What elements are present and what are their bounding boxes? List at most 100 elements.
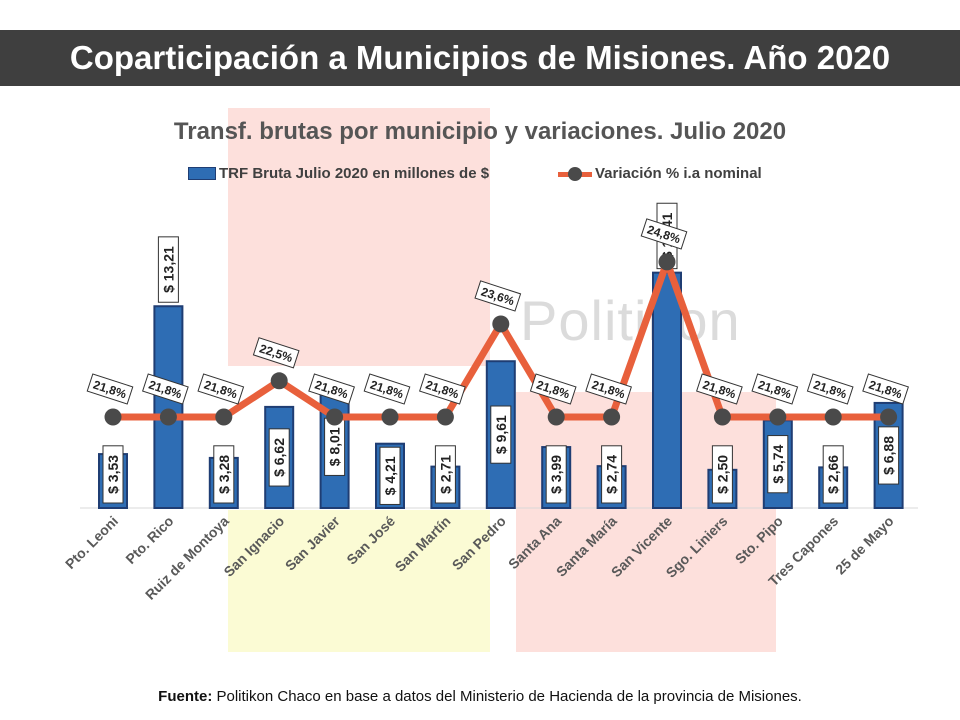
bar-label-text: $ 2,71 <box>437 455 453 494</box>
bar-label-box <box>268 428 290 487</box>
bar-label-7: $ 2,71 <box>434 445 456 504</box>
bar-label-text: $ 5,74 <box>770 444 786 483</box>
line-label-10: 21,8% <box>585 373 632 405</box>
legend-item-line: Variación % i.a nominal <box>558 165 762 182</box>
line-marker-5 <box>326 408 344 426</box>
source-label: Fuente: <box>158 688 213 705</box>
line-label-box <box>197 373 245 405</box>
bar-label-2: $ 13,21 <box>157 236 179 303</box>
line-marker-10 <box>603 408 621 426</box>
line-label-5: 21,8% <box>308 373 355 405</box>
legend-item-bars: TRF Bruta Julio 2020 en millones de $ <box>188 165 489 182</box>
bar-label-text: $ 9,61 <box>493 415 509 454</box>
bar-2 <box>153 305 184 510</box>
line-marker-8 <box>492 315 510 333</box>
bar-label-text: $ 8,01 <box>327 427 343 466</box>
category-label-1: Pto. Leoni <box>62 513 121 572</box>
line-label-2: 21,8% <box>142 373 189 405</box>
category-label-8: San Pedro <box>449 513 509 573</box>
line-label-box <box>585 373 632 405</box>
legend-line-swatch <box>558 166 592 181</box>
bar-label-4: $ 6,62 <box>268 428 290 487</box>
line-label-box <box>640 218 688 250</box>
bar-label-3: $ 3,28 <box>213 445 235 504</box>
line-marker-13 <box>769 408 787 426</box>
bar-11 <box>652 271 682 509</box>
bar-label-10: $ 2,74 <box>601 445 623 504</box>
bar-label-text: $ 2,74 <box>604 455 620 494</box>
bar-label-1: $ 3,53 <box>102 445 124 504</box>
bar-label-box <box>434 445 456 504</box>
line-label-1: 21,8% <box>86 373 134 405</box>
category-label-15: 25 de Mayo <box>832 513 897 578</box>
bar-label-text: $ 2,66 <box>825 455 841 494</box>
bar-label-text: $ 3,28 <box>216 455 232 494</box>
bar-label-9: $ 3,99 <box>545 445 567 504</box>
background-highlight-red <box>228 108 490 366</box>
category-label-6: San José <box>343 513 398 568</box>
chart-legend: TRF Bruta Julio 2020 en millones de $ Va… <box>0 165 960 187</box>
bar-label-box <box>711 445 733 504</box>
bar-label-12: $ 2,50 <box>711 445 733 504</box>
line-label-15: 21,8% <box>862 373 909 405</box>
line-label-box <box>862 373 909 405</box>
line-marker-3 <box>215 408 233 426</box>
background-highlight-yellow <box>228 510 490 652</box>
header-title: Coparticipación a Municipios de Misiones… <box>0 30 960 86</box>
line-label-14: 21,8% <box>806 373 854 405</box>
line-label-11: 24,8% <box>640 218 688 250</box>
line-label-box <box>751 373 799 405</box>
watermark: Politikon <box>520 289 741 352</box>
line-marker-14 <box>824 408 842 426</box>
bar-label-5: $ 8,01 <box>324 417 346 476</box>
line-label-box <box>86 373 134 405</box>
line-label-7: 21,8% <box>419 373 466 405</box>
line-label-6: 21,8% <box>363 373 411 405</box>
bar-label-text: $ 4,21 <box>382 456 398 495</box>
bar-label-8: $ 9,61 <box>490 405 512 464</box>
bar-label-text: $ 2,50 <box>714 455 730 494</box>
bar-label-box <box>490 405 512 464</box>
bar-label-text: $ 6,62 <box>271 438 287 477</box>
line-label-box <box>142 373 189 405</box>
source-note: Fuente: Politikon Chaco en base a datos … <box>0 688 960 705</box>
bar-label-box <box>878 426 900 485</box>
source-text: Politikon Chaco en base a datos del Mini… <box>216 688 802 705</box>
category-label-9: Santa Ana <box>505 513 565 573</box>
bar-label-box <box>545 445 567 504</box>
line-label-13: 21,8% <box>751 373 799 405</box>
line-label-box <box>252 337 300 369</box>
bar-label-14: $ 2,66 <box>822 445 844 504</box>
bar-label-13: $ 5,74 <box>767 435 789 494</box>
bar-label-box <box>767 435 789 494</box>
line-label-8: 23,6% <box>474 280 522 312</box>
line-marker-4 <box>270 372 288 390</box>
line-marker-7 <box>436 408 454 426</box>
bar-label-text: $ 3,99 <box>548 455 564 494</box>
line-label-box <box>529 373 577 405</box>
line-marker-15 <box>880 408 898 426</box>
line-marker-2 <box>159 408 177 426</box>
legend-bar-swatch <box>188 167 216 180</box>
line-label-box <box>419 373 466 405</box>
line-label-4: 22,5% <box>252 337 300 369</box>
line-marker-6 <box>381 408 399 426</box>
line-label-3: 21,8% <box>197 373 245 405</box>
background-highlight-red-lower <box>516 392 776 652</box>
line-marker-12 <box>713 408 731 426</box>
line-label-box <box>696 373 743 405</box>
line-label-12: 21,8% <box>696 373 743 405</box>
bar-label-box <box>157 236 179 303</box>
bar-label-box <box>379 446 401 505</box>
line-marker-9 <box>547 408 565 426</box>
category-label-7: San Martín <box>392 513 454 575</box>
bar-label-box <box>213 445 235 504</box>
chart-title: Transf. brutas por municipio y variacion… <box>173 118 787 145</box>
bar-label-6: $ 4,21 <box>379 446 401 505</box>
bar-label-box <box>102 445 124 504</box>
line-marker-1 <box>104 408 122 426</box>
bar-label-15: $ 6,88 <box>878 426 900 485</box>
category-label-13: Sto. Pipo <box>732 513 786 567</box>
bar-label-box <box>601 445 623 504</box>
